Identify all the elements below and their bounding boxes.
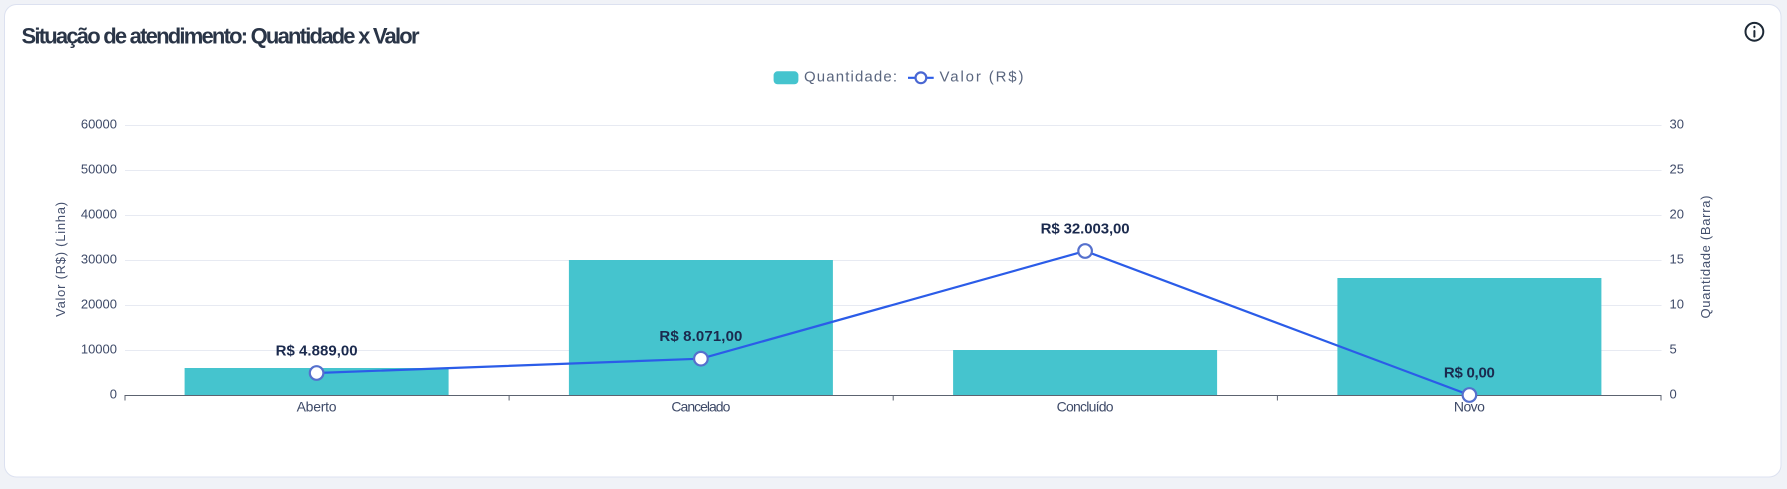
svg-text:R$ 32.003,00: R$ 32.003,00 [1041,221,1130,238]
svg-text:20: 20 [1670,207,1684,222]
svg-text:30: 30 [1670,117,1684,132]
svg-text:15: 15 [1670,252,1684,267]
svg-text:Quantidade (Barra): Quantidade (Barra) [1698,196,1713,319]
svg-text:Concluído: Concluído [1057,399,1114,415]
svg-text:10000: 10000 [81,342,117,357]
svg-text:Aberto: Aberto [297,399,337,415]
svg-text:40000: 40000 [81,207,117,222]
svg-text:Quantidade:: Quantidade: [804,69,897,86]
svg-text:R$ 4.889,00: R$ 4.889,00 [276,343,358,360]
svg-text:Cancelado: Cancelado [671,399,730,415]
svg-text:60000: 60000 [81,117,117,132]
svg-text:0: 0 [110,387,117,402]
svg-text:30000: 30000 [81,252,117,267]
svg-text:5: 5 [1670,342,1677,357]
svg-text:10: 10 [1670,297,1684,312]
svg-text:0: 0 [1670,387,1677,402]
svg-text:Situação de atendimento: Quant: Situação de atendimento: Quantidade x Va… [22,24,420,49]
svg-text:20000: 20000 [81,297,117,312]
svg-text:Novo: Novo [1454,399,1485,415]
svg-text:R$ 8.071,00: R$ 8.071,00 [659,328,742,345]
svg-text:R$ 0,00: R$ 0,00 [1444,365,1495,382]
svg-text:Valor (R$) (Linha): Valor (R$) (Linha) [53,202,68,317]
svg-text:50000: 50000 [81,162,117,177]
svg-text:25: 25 [1670,162,1684,177]
